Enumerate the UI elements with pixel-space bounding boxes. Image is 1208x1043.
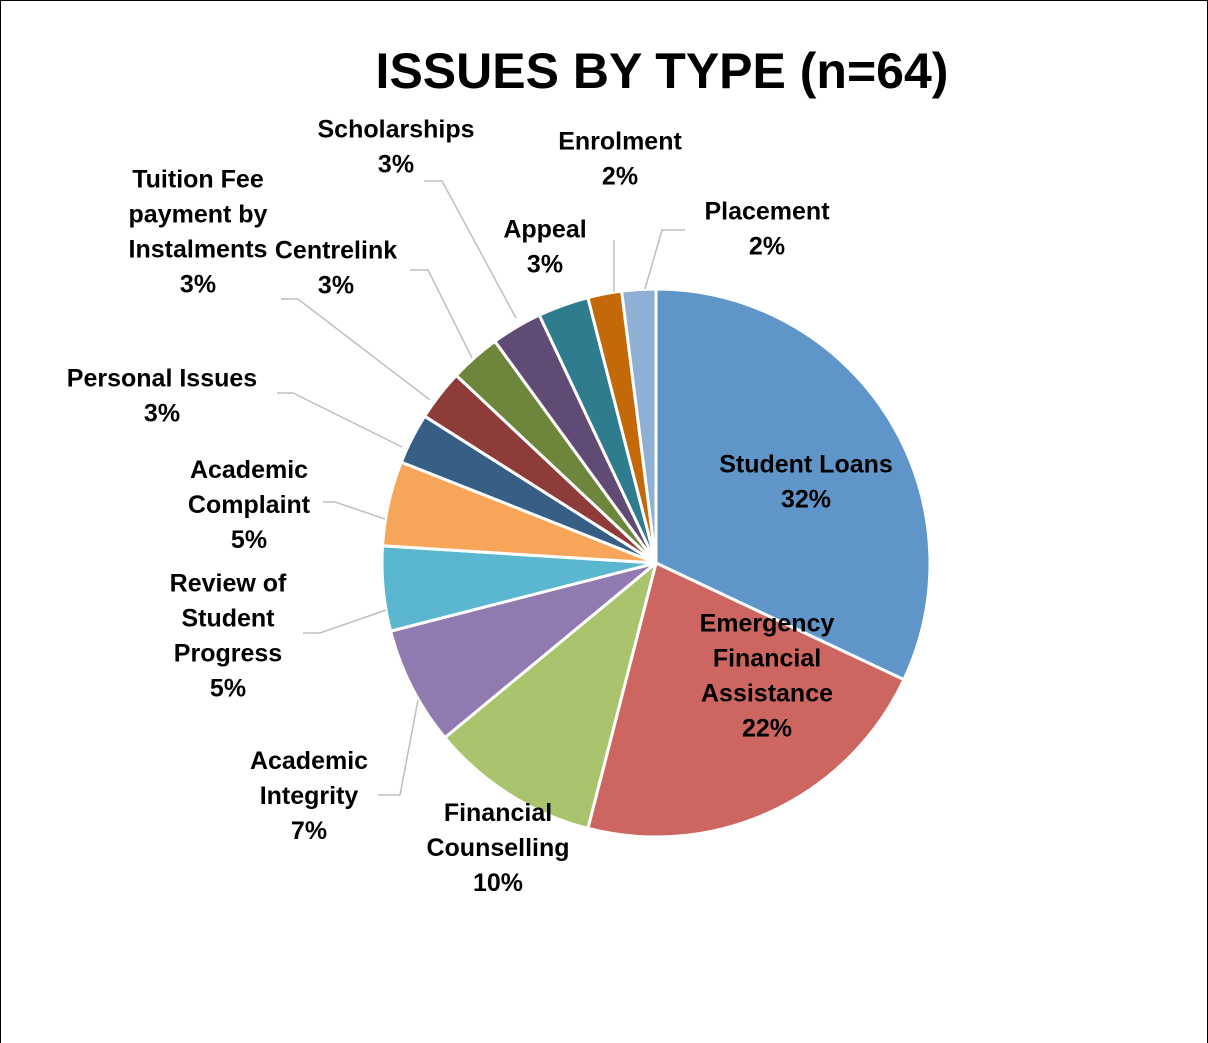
slice-label-emergency-financial-assistance: Emergency Financial Assistance 22% (700, 610, 835, 743)
slice-percent: 3% (180, 271, 216, 299)
slice-label-line: Counselling (426, 834, 569, 862)
slice-percent: 32% (781, 486, 831, 514)
slice-percent: 10% (473, 869, 523, 897)
slice-label-appeal: Appeal 3% (503, 216, 586, 279)
slice-label-line: Placement (704, 198, 830, 226)
slice-label-academic-integrity: Academic Integrity 7% (250, 747, 368, 845)
leader-line-review-of-student-progress (303, 609, 387, 634)
slice-label-line: Appeal (503, 216, 586, 244)
slice-label-line: Tuition Fee (132, 166, 264, 194)
slice-label-financial-counselling: Financial Counselling 10% (426, 799, 569, 897)
pie-slice-student-loans (654, 287, 932, 682)
slice-label-line: Complaint (188, 491, 311, 519)
slice-percent: 3% (378, 151, 414, 179)
leader-line-personal-issues (277, 392, 403, 448)
slice-label-line: Scholarships (318, 116, 475, 144)
slice-label-line: Review of (170, 570, 287, 598)
leader-line-centrelink (410, 269, 473, 359)
slice-percent: 3% (527, 251, 563, 279)
slice-label-enrolment: Enrolment 2% (558, 128, 682, 191)
leader-lines (277, 180, 685, 796)
slice-label-line: Student Loans (719, 451, 893, 479)
slice-percent: 7% (291, 817, 327, 845)
slice-percent: 22% (742, 715, 792, 743)
slice-percent: 5% (210, 675, 246, 703)
pie-slice-academic-integrity (389, 561, 658, 740)
leader-line-scholarships (424, 180, 517, 319)
slice-label-academic-complaint: Academic Complaint 5% (188, 456, 311, 554)
slice-label-personal-issues: Personal Issues 3% (67, 365, 257, 428)
pie-slice-placement (620, 287, 658, 565)
pie-slices (380, 287, 932, 839)
slice-label-line: Financial (444, 799, 552, 827)
slice-labels: Student Loans 32% Emergency Financial Assist… (67, 116, 893, 898)
slice-label-line: Enrolment (558, 128, 682, 156)
leader-line-placement (644, 229, 685, 290)
slice-label-scholarships: Scholarships 3% (318, 116, 475, 179)
chart-title: ISSUES BY TYPE (n=64) (376, 43, 949, 99)
leader-line-academic-complaint (323, 501, 386, 520)
slice-label-student-loans: Student Loans 32% (719, 451, 893, 514)
slice-label-review-of-student-progress: Review of Student Progress 5% (170, 570, 287, 703)
slice-label-line: Student (181, 605, 275, 633)
pie-slice-emergency-financial-assistance (586, 561, 906, 839)
slice-label-line: Academic (250, 747, 368, 775)
slice-label-line: Personal Issues (67, 365, 257, 393)
slice-label-line: Emergency (700, 610, 835, 638)
slice-label-centrelink: Centrelink 3% (275, 237, 397, 300)
slice-label-line: Assistance (701, 680, 833, 708)
slice-label-line: Integrity (260, 782, 359, 810)
slice-label-line: Academic (190, 456, 308, 484)
leader-line-tuition-fee-payment-by-instalments (281, 298, 431, 401)
slice-label-line: Instalments (129, 236, 268, 264)
leader-line-academic-integrity (378, 699, 419, 796)
pie-slice-financial-counselling (443, 561, 658, 830)
slice-percent: 3% (318, 272, 354, 300)
slice-label-line: Centrelink (275, 237, 397, 265)
slice-label-line: payment by (129, 201, 268, 229)
slice-label-line: Financial (713, 645, 821, 673)
slice-label-placement: Placement 2% (704, 198, 830, 261)
slice-percent: 2% (749, 233, 785, 261)
slice-percent: 2% (602, 163, 638, 191)
slice-percent: 5% (231, 526, 267, 554)
slice-label-tuition-fee-payment-by-instalments: Tuition Fee payment by Instalments 3% (129, 166, 268, 299)
slice-label-line: Progress (174, 640, 282, 668)
slice-percent: 3% (144, 400, 180, 428)
